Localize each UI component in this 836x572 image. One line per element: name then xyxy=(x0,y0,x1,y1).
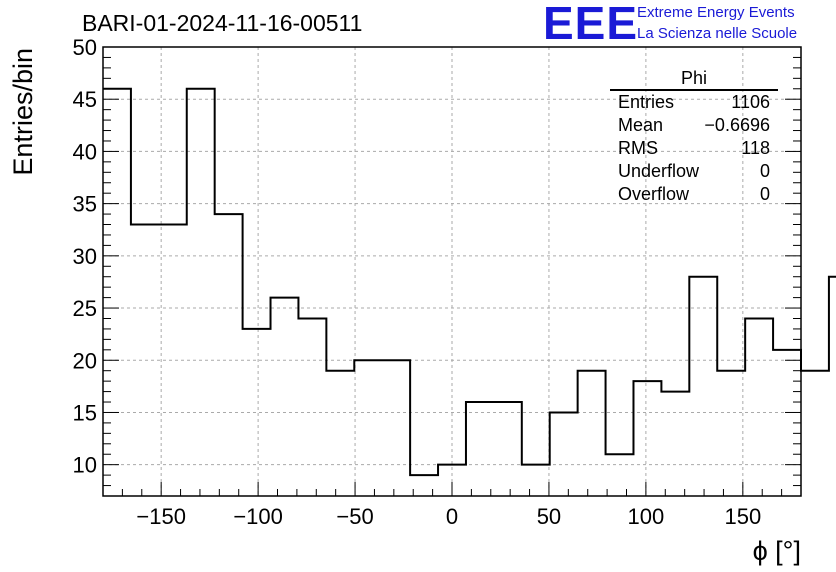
histogram-bin xyxy=(326,371,354,496)
y-tick-label: 10 xyxy=(73,453,97,478)
brand-line-2: La Scienza nelle Scuole xyxy=(637,25,798,42)
x-axis-label: ϕ [°] xyxy=(753,536,801,566)
stats-value: 118 xyxy=(741,138,770,158)
histogram-outline xyxy=(103,87,836,477)
histogram-bin xyxy=(382,360,410,496)
histogram-bin xyxy=(745,318,773,496)
x-tick-label: 50 xyxy=(537,504,561,529)
stats-label: Underflow xyxy=(618,161,700,181)
histogram-bin xyxy=(243,329,271,496)
y-tick-label: 30 xyxy=(73,244,97,269)
y-tick-label: 35 xyxy=(73,192,97,217)
x-tick-label: −50 xyxy=(336,504,373,529)
stats-value: 1106 xyxy=(731,92,770,112)
stats-row-underflow: Underflow 0 xyxy=(610,160,778,183)
histogram-bin xyxy=(131,225,159,496)
y-tick-label: 20 xyxy=(73,348,97,373)
stats-label: Entries xyxy=(618,92,675,112)
stats-row-entries: Entries 1106 xyxy=(610,91,778,114)
x-tick-label: 150 xyxy=(724,504,761,529)
histogram-bin xyxy=(661,392,689,496)
histogram-bin xyxy=(717,371,745,496)
histogram-bin xyxy=(466,402,494,496)
histogram-bin xyxy=(354,360,382,496)
histogram-bin xyxy=(550,412,578,496)
brand-line-1: Extreme Energy Events xyxy=(637,4,795,21)
y-axis-ticks: 10 15 20 25 30 35 40 45 50 xyxy=(73,35,801,487)
y-tick-label: 25 xyxy=(73,296,97,321)
stats-value: −0.6696 xyxy=(704,115,770,135)
stats-value: 0 xyxy=(759,184,770,204)
histogram-bin xyxy=(410,475,438,496)
histogram-bin xyxy=(103,89,131,496)
histogram-bars xyxy=(103,87,836,496)
y-axis-label: Entries/bin xyxy=(8,48,38,176)
y-tick-label: 40 xyxy=(73,139,97,164)
histogram-bin xyxy=(829,277,836,496)
histogram-bin xyxy=(298,318,326,496)
histogram-bin xyxy=(215,214,243,496)
stats-row-rms: RMS 118 xyxy=(610,137,778,160)
stats-label: RMS xyxy=(618,138,658,158)
stats-row-overflow: Overflow 0 xyxy=(610,183,778,206)
chart-title: BARI-01-2024-11-16-00511 xyxy=(82,10,363,36)
x-tick-label: −100 xyxy=(233,504,283,529)
x-tick-label: −150 xyxy=(136,504,186,529)
stats-value: 0 xyxy=(759,161,770,181)
histogram-bin xyxy=(578,371,606,496)
x-tick-label: 0 xyxy=(446,504,458,529)
histogram-bin xyxy=(271,298,299,496)
histogram-bin xyxy=(522,465,550,496)
stats-label: Mean xyxy=(618,115,664,135)
histogram-bin xyxy=(633,381,661,496)
histogram-bin xyxy=(159,225,187,496)
histogram-bin xyxy=(187,89,215,496)
stats-row-mean: Mean −0.6696 xyxy=(610,114,778,137)
eee-logo: EEE xyxy=(543,0,639,49)
histogram-bin xyxy=(606,454,634,496)
y-tick-label: 45 xyxy=(73,87,97,112)
y-tick-label: 15 xyxy=(73,400,97,425)
y-tick-label: 50 xyxy=(73,35,97,60)
stats-label: Overflow xyxy=(618,184,690,204)
x-axis-ticks: −150 −100 −50 0 50 100 150 xyxy=(102,482,802,529)
stats-box: Phi Entries 1106 Mean −0.6696 RMS 118 Un… xyxy=(610,68,778,206)
histogram-bin xyxy=(689,277,717,496)
histogram-bin xyxy=(494,402,522,496)
x-tick-label: 100 xyxy=(628,504,665,529)
stats-box-title: Phi xyxy=(610,68,778,91)
histogram-bin xyxy=(801,371,829,496)
